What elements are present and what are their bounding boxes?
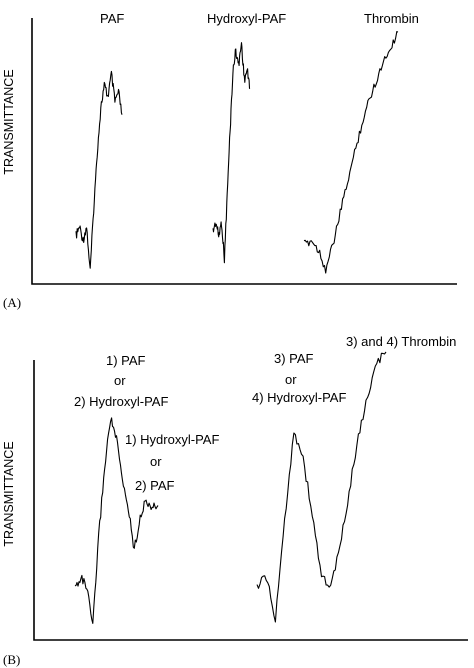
panel-b: TRANSMITTANCE 1) PAF or 2) Hydroxyl-PAF …	[2, 334, 468, 667]
annotation-2-hydroxyl-paf: 2) Hydroxyl-PAF	[74, 394, 168, 409]
panel-a-ylabel: TRANSMITTANCE	[2, 69, 16, 174]
annotation-or-1: or	[114, 373, 126, 388]
annotation-3-paf: 3) PAF	[274, 351, 314, 366]
panel-b-traces	[74, 351, 387, 624]
annotation-hydroxyl-paf: Hydroxyl-PAF	[207, 11, 286, 26]
panel-b-tag: (B)	[3, 652, 20, 667]
panel-b-axes	[33, 360, 468, 641]
panel-a-traces	[75, 31, 399, 274]
panel-b-ylabel: TRANSMITTANCE	[2, 441, 16, 546]
panel-a-axes	[31, 18, 457, 285]
annotation-or-3: or	[285, 372, 297, 387]
panel-a-tag: (A)	[3, 295, 21, 310]
trace-a-1	[212, 42, 251, 264]
annotation-2-paf: 2) PAF	[135, 478, 175, 493]
trace-a-2	[303, 31, 399, 274]
annotation-1-hydroxyl-paf: 1) Hydroxyl-PAF	[125, 432, 219, 447]
annotation-4-hydroxyl-paf: 4) Hydroxyl-PAF	[252, 390, 346, 405]
trace-a-0	[75, 70, 123, 269]
annotation-thrombin: Thrombin	[364, 11, 419, 26]
panel-a: TRANSMITTANCE PAF Hydroxyl-PAF Thrombin …	[2, 11, 457, 310]
annotation-1-paf: 1) PAF	[106, 353, 146, 368]
annotation-or-2: or	[150, 454, 162, 469]
trace-b-1	[256, 351, 387, 623]
annotation-paf: PAF	[100, 11, 124, 26]
trace-b-0	[74, 417, 159, 624]
annotation-3-and-4-thrombin: 3) and 4) Thrombin	[346, 334, 456, 349]
